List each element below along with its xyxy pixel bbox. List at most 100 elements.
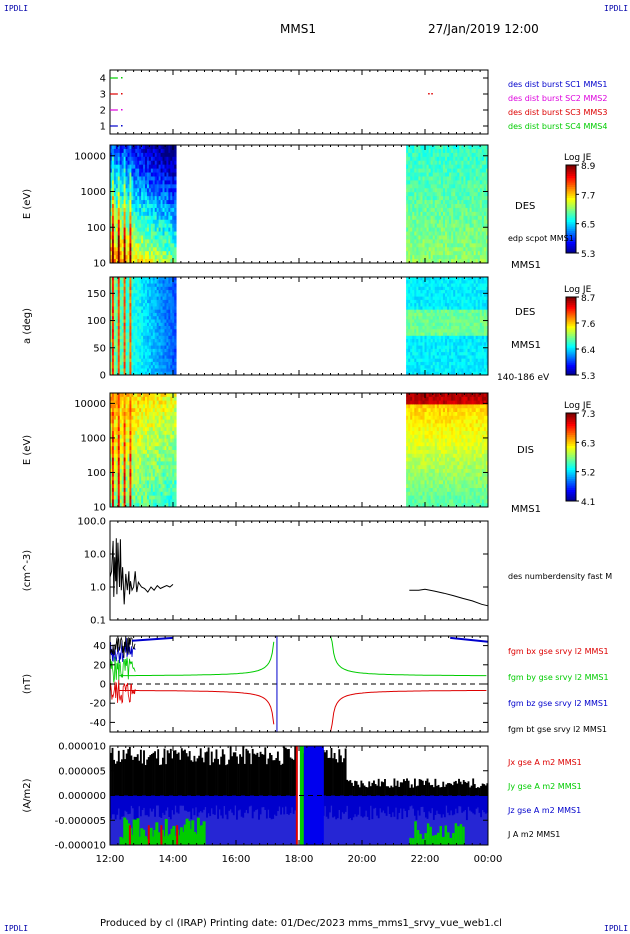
colorbar-tick-label: 5.2 [581, 469, 595, 479]
bz-line [450, 636, 489, 643]
burst-dot [121, 93, 123, 95]
colorbar-tick-label: 6.4 [581, 346, 596, 356]
jx-streak [176, 825, 179, 845]
field-y-label: (nT) [22, 674, 33, 694]
spectrogram-3 [110, 393, 489, 508]
current-legend-entry: Jy gse A m2 MMS1 [507, 782, 582, 791]
burst-legend-entry: des dist burst SC1 MMS1 [508, 80, 607, 89]
des-pitch-label: DES [515, 307, 535, 318]
colorbar-title: Log JE [564, 401, 592, 411]
x-tick-label: 16:00 [222, 854, 251, 865]
bz-line [131, 636, 174, 642]
x-tick-label: 22:00 [411, 854, 440, 865]
by-line [119, 641, 275, 677]
density-legend-entry: des numberdensity fast M [508, 572, 612, 581]
burst-y-tick-label: 4 [100, 74, 106, 85]
des-energy-y-label: E (eV) [22, 189, 33, 219]
corner-label-top-left: IPDLI [4, 4, 29, 13]
colorbar-tick-label: 7.3 [581, 410, 595, 420]
colorbar-tick-label: 8.9 [581, 162, 596, 172]
field-noise-line [109, 679, 136, 704]
spike-gap [297, 746, 300, 845]
x-tick-label: 18:00 [285, 854, 314, 865]
colorbar-tick-label: 7.7 [581, 191, 595, 201]
burst-dot [428, 93, 430, 95]
burst-panel-frame [109, 69, 489, 135]
burst-dot [121, 125, 123, 127]
bx-line [330, 690, 487, 733]
des-pitch-spacecraft-label: MMS1 [511, 340, 541, 351]
des-pitch-y-tick-label: 100 [87, 316, 106, 327]
bx-line [119, 690, 275, 725]
dis-energy-y-label: E (eV) [22, 435, 33, 465]
spectrogram-1 [110, 145, 489, 264]
des-pitch-y-label: a (deg) [22, 308, 33, 344]
current-y-tick-label: 0.000000 [58, 791, 106, 802]
field-legend-entry: fgm by gse srvy l2 MMS1 [508, 673, 609, 682]
current-y-label: (A/m2) [22, 778, 33, 812]
jx-streak [147, 825, 150, 845]
colorbar-tick-label: 6.5 [581, 221, 595, 231]
burst-dot [431, 93, 433, 95]
des-energy-y-tick-label: 10000 [74, 151, 106, 162]
field-noise-line [109, 637, 136, 664]
density-y-tick-label: 10.0 [84, 550, 106, 561]
x-tick-label: 20:00 [348, 854, 377, 865]
field-legend-entry: fgm bz gse srvy l2 MMS1 [508, 699, 608, 708]
des-pitch-colorbar [566, 297, 576, 376]
dis-energy-label: DIS [517, 445, 534, 456]
density-y-label: (cm^-3) [22, 550, 33, 591]
burst-dot [121, 109, 123, 111]
density-line-segment [109, 538, 174, 605]
des-pitch-energy-range: 140-186 eV [497, 373, 550, 383]
corner-label-bottom-left: IPDLI [4, 924, 29, 933]
burst-legend-entry: des dist burst SC2 MMS2 [508, 94, 607, 103]
colorbar-tick-label: 5.3 [581, 250, 595, 260]
corner-label-bottom-right: IPDLI [604, 924, 629, 933]
field-y-tick-label: 0 [100, 680, 106, 691]
field-y-tick-label: -40 [90, 718, 106, 729]
des-energy-y-tick-label: 1000 [81, 187, 106, 198]
spectrogram-2 [110, 277, 489, 376]
dis-energy-spacecraft-label: MMS1 [511, 504, 541, 515]
colorbar-title: Log JE [564, 153, 592, 163]
x-tick-label: 12:00 [96, 854, 125, 865]
colorbar-frame [565, 296, 577, 376]
dis-energy-y-tick-label: 10000 [74, 399, 106, 410]
burst-legend-entry: des dist burst SC4 MMS4 [508, 122, 607, 131]
x-tick-label: 14:00 [159, 854, 188, 865]
des-energy-y-tick-label: 100 [87, 223, 106, 234]
current-y-tick-label: 0.000010 [58, 742, 106, 753]
des-energy-y-tick-label: 10 [93, 259, 106, 270]
field-legend-entry: fgm bx gse srvy l2 MMS1 [508, 647, 609, 656]
field-y-tick-label: 40 [93, 641, 106, 652]
footer-credit: Produced by cl (IRAP) Printing date: 01/… [100, 918, 502, 929]
datetime-title: 27/Jan/2019 12:00 [428, 22, 539, 36]
des-pitch-y-tick-label: 150 [87, 289, 106, 300]
des-energy-label: DES [515, 201, 535, 212]
burst-legend-entry: des dist burst SC3 MMS3 [508, 108, 607, 117]
colorbar-tick-label: 6.3 [581, 439, 595, 449]
colorbar-tick-label: 4.1 [581, 498, 595, 508]
field-noise-line [109, 656, 136, 683]
jz-spike [303, 746, 324, 845]
edp-scpot-label: edp scpot MMS1 [508, 234, 574, 243]
colorbar-title: Log JE [564, 285, 592, 295]
current-legend-entry: Jx gse A m2 MMS1 [507, 758, 582, 767]
jx-streak [160, 825, 163, 845]
des-energy-spacecraft-label: MMS1 [511, 260, 541, 271]
field-y-tick-label: 20 [93, 660, 106, 671]
x-tick-label: 00:00 [474, 854, 503, 865]
field-noise-line [109, 636, 136, 658]
by-line [330, 635, 487, 677]
burst-y-tick-label: 3 [100, 90, 106, 101]
colorbar-tick-label: 5.3 [581, 372, 595, 382]
dis-energy-y-tick-label: 10 [93, 503, 106, 514]
dis-energy-y-tick-label: 100 [87, 468, 106, 479]
burst-y-tick-label: 1 [100, 122, 106, 133]
density-y-tick-label: 100.0 [77, 517, 106, 528]
current-y-tick-label: -0.000010 [55, 841, 106, 852]
colorbar-tick-label: 8.7 [581, 294, 595, 304]
colorbar-tick-label: 7.6 [581, 320, 596, 330]
